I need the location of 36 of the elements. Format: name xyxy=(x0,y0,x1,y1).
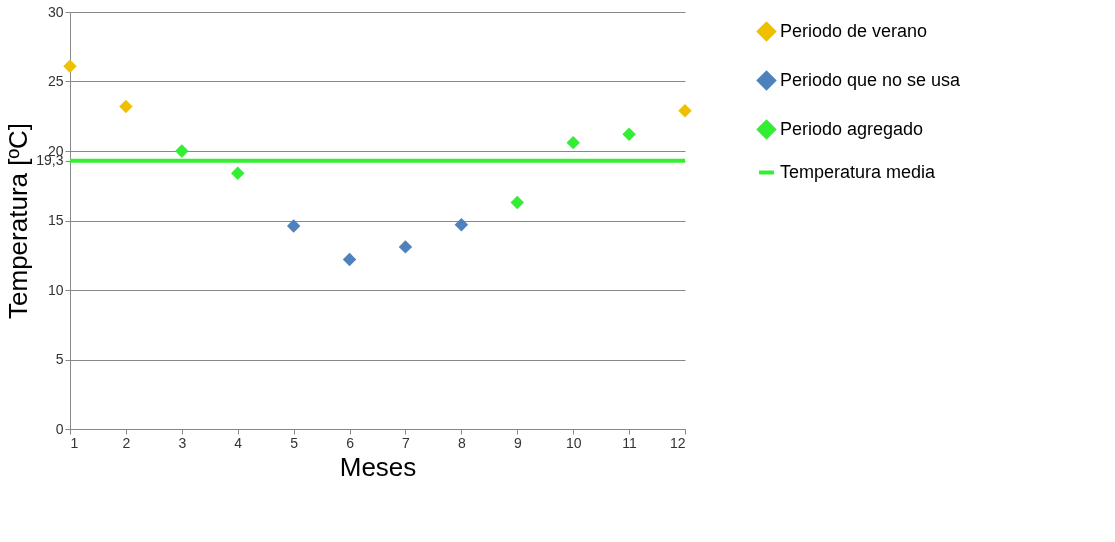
x-tick-label: 11 xyxy=(622,434,638,451)
point xyxy=(566,135,580,150)
y-axis-title: Temperatura [ºC] xyxy=(3,123,34,319)
x-tick-label: 1 xyxy=(70,434,79,451)
legend-label: Periodo que no se usa xyxy=(780,69,962,90)
y-tick-label: 15 xyxy=(47,212,64,228)
point xyxy=(63,59,77,73)
point xyxy=(622,127,636,142)
point xyxy=(119,99,133,114)
x-tick-label: 2 xyxy=(122,434,131,451)
point xyxy=(175,144,189,158)
x-tick-label: 6 xyxy=(346,434,355,451)
point xyxy=(286,219,301,233)
point xyxy=(231,166,245,180)
y-tick-label: 5 xyxy=(55,351,64,367)
x-tick-label: 3 xyxy=(178,434,187,451)
x-tick-label: 7 xyxy=(402,434,411,451)
point xyxy=(454,217,469,232)
legend-label: Periodo de verano xyxy=(780,20,928,41)
point xyxy=(678,103,692,118)
point xyxy=(342,252,357,267)
x-tick-label: 5 xyxy=(290,434,299,451)
x-tick-label: 10 xyxy=(565,434,582,451)
x-tick-label: 12 xyxy=(669,434,686,451)
y-tick-label: 0 xyxy=(55,420,64,437)
legend-label: Temperatura media xyxy=(780,161,937,182)
x-axis-title: Meses xyxy=(339,451,417,482)
point xyxy=(398,240,413,254)
y-tick-label: 30 xyxy=(47,3,64,20)
y-tick-label: 25 xyxy=(47,73,64,89)
point xyxy=(510,195,524,210)
legend-label: Periodo agregado xyxy=(780,118,924,139)
x-tick-label: 9 xyxy=(513,434,522,451)
x-tick-label: 4 xyxy=(234,434,243,451)
x-tick-label: 8 xyxy=(457,434,466,451)
y-tick-label: 10 xyxy=(47,281,64,298)
